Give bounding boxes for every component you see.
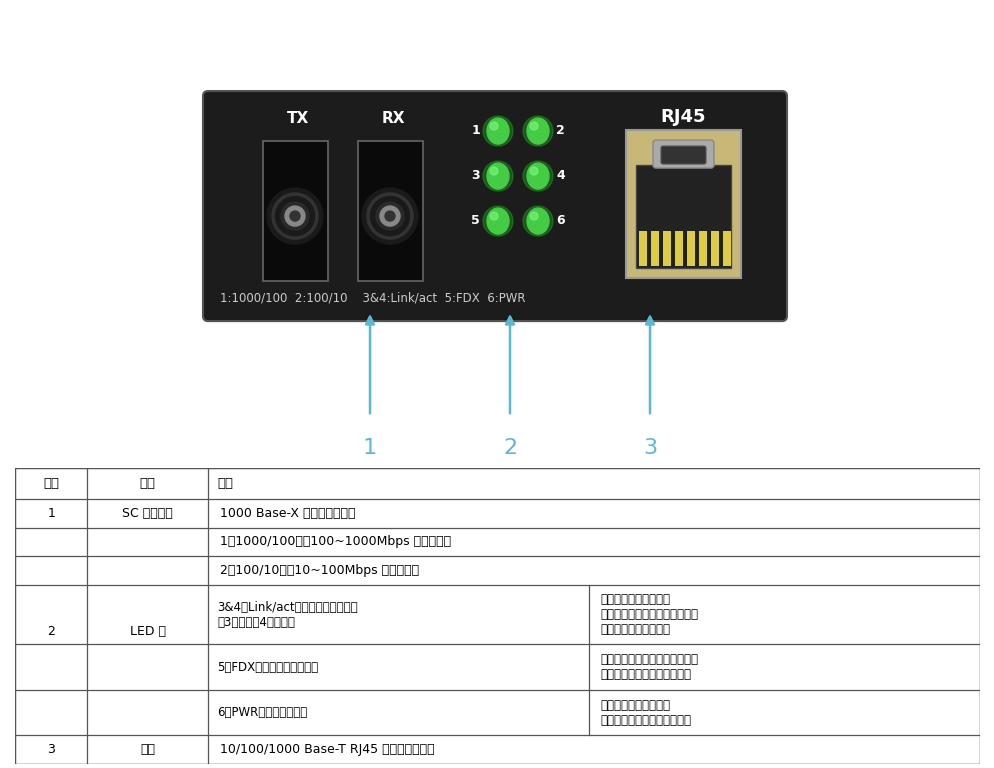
Circle shape bbox=[289, 211, 300, 221]
Text: 6: 6 bbox=[556, 214, 564, 227]
Text: 5: 5 bbox=[471, 214, 479, 227]
Text: LED 灯: LED 灯 bbox=[129, 625, 165, 638]
FancyBboxPatch shape bbox=[635, 165, 731, 268]
Ellipse shape bbox=[486, 118, 509, 144]
Text: RJ45: RJ45 bbox=[660, 108, 705, 126]
Text: 2（100/10）：10~100Mbps 速率指示灯: 2（100/10）：10~100Mbps 速率指示灯 bbox=[220, 564, 418, 578]
Text: 1: 1 bbox=[471, 124, 479, 137]
Bar bbox=[699, 231, 707, 266]
Ellipse shape bbox=[530, 212, 538, 220]
Circle shape bbox=[376, 202, 404, 230]
Ellipse shape bbox=[527, 208, 549, 234]
Ellipse shape bbox=[527, 118, 549, 144]
Bar bbox=[638, 231, 646, 266]
Bar bbox=[650, 231, 658, 266]
Text: 1000 Base-X 光口，传输数据: 1000 Base-X 光口，传输数据 bbox=[220, 507, 355, 520]
Text: TX: TX bbox=[286, 111, 309, 126]
Text: 1: 1 bbox=[363, 439, 377, 458]
Circle shape bbox=[280, 202, 309, 230]
Text: 6（PWR）：电源指示灯: 6（PWR）：电源指示灯 bbox=[218, 706, 307, 719]
Ellipse shape bbox=[489, 122, 498, 130]
FancyBboxPatch shape bbox=[262, 141, 328, 281]
Text: 名称: 名称 bbox=[139, 477, 155, 490]
Bar bbox=[686, 231, 694, 266]
FancyBboxPatch shape bbox=[660, 146, 706, 164]
Circle shape bbox=[380, 206, 400, 226]
Text: 灯常亮：设备正常供电
灯灯：设备未供电或供电异常: 灯常亮：设备正常供电 灯灯：设备未供电或供电异常 bbox=[600, 699, 691, 727]
Text: 1:1000/100  2:100/10    3&4:Link/act  5:FDX  6:PWR: 1:1000/100 2:100/10 3&4:Link/act 5:FDX 6… bbox=[220, 292, 525, 305]
Text: 2: 2 bbox=[47, 625, 55, 638]
Circle shape bbox=[523, 116, 553, 146]
Text: 4: 4 bbox=[556, 168, 565, 181]
Bar bbox=[723, 231, 731, 266]
FancyBboxPatch shape bbox=[203, 91, 786, 321]
Ellipse shape bbox=[530, 122, 538, 130]
Text: 5（FDX）：工作模式指示灯: 5（FDX）：工作模式指示灯 bbox=[218, 660, 318, 674]
Circle shape bbox=[523, 161, 553, 191]
Text: 序号: 序号 bbox=[43, 477, 59, 490]
Text: RX: RX bbox=[381, 111, 405, 126]
Text: 1（1000/100）：100~1000Mbps 速率指示灯: 1（1000/100）：100~1000Mbps 速率指示灯 bbox=[220, 535, 450, 548]
Text: 10/100/1000 Base-T RJ45 网口，传输数据: 10/100/1000 Base-T RJ45 网口，传输数据 bbox=[220, 743, 433, 756]
Text: 2: 2 bbox=[556, 124, 565, 137]
Text: 3: 3 bbox=[642, 439, 656, 458]
Text: 3: 3 bbox=[471, 168, 479, 181]
Circle shape bbox=[523, 206, 553, 236]
Ellipse shape bbox=[527, 163, 549, 189]
Bar bbox=[674, 231, 682, 266]
Text: SC 光纤接口: SC 光纤接口 bbox=[122, 507, 173, 520]
Circle shape bbox=[482, 161, 513, 191]
Ellipse shape bbox=[486, 163, 509, 189]
Ellipse shape bbox=[530, 167, 538, 175]
FancyBboxPatch shape bbox=[625, 130, 741, 278]
Text: 灯常亮：网口工作在全双工模式
灯灯：网口工作在半双工模式: 灯常亮：网口工作在全双工模式 灯灯：网口工作在半双工模式 bbox=[600, 653, 698, 681]
Text: 灯常亮：端口连接正常
灯闪烁：端口正在进行数据交换
灯灯：端口未正常连接: 灯常亮：端口连接正常 灯闪烁：端口正在进行数据交换 灯灯：端口未正常连接 bbox=[600, 593, 698, 636]
Text: 3&4（Link/act）：数据交换指示灯
（3：光口，4：网口）: 3&4（Link/act）：数据交换指示灯 （3：光口，4：网口） bbox=[218, 601, 358, 629]
Text: 功能: 功能 bbox=[218, 477, 234, 490]
Text: 网口: 网口 bbox=[140, 743, 155, 756]
FancyBboxPatch shape bbox=[652, 140, 714, 168]
Circle shape bbox=[266, 188, 323, 244]
Circle shape bbox=[385, 211, 395, 221]
Bar bbox=[711, 231, 719, 266]
Circle shape bbox=[362, 188, 417, 244]
Bar bbox=[662, 231, 670, 266]
Ellipse shape bbox=[489, 212, 498, 220]
FancyBboxPatch shape bbox=[358, 141, 422, 281]
Ellipse shape bbox=[489, 167, 498, 175]
Ellipse shape bbox=[486, 208, 509, 234]
Text: 1: 1 bbox=[47, 507, 55, 520]
Circle shape bbox=[482, 116, 513, 146]
Text: 3: 3 bbox=[47, 743, 55, 756]
Circle shape bbox=[284, 206, 305, 226]
Text: 2: 2 bbox=[502, 439, 517, 458]
Circle shape bbox=[482, 206, 513, 236]
